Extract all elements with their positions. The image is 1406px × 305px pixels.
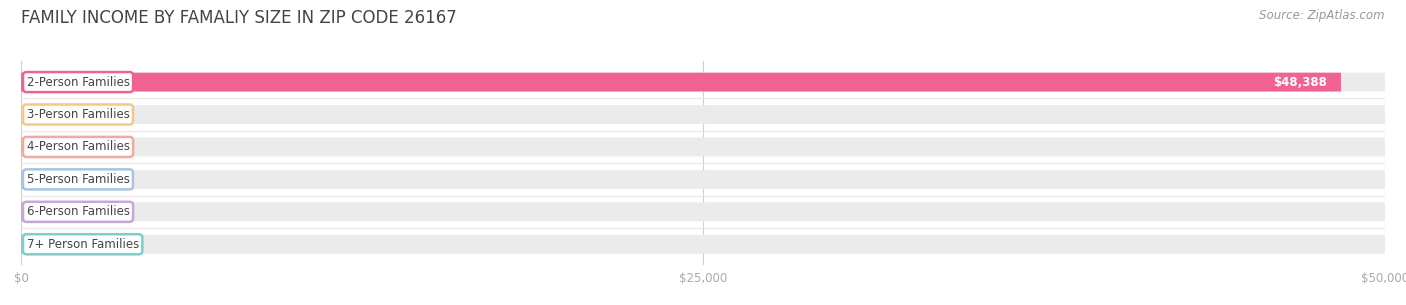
FancyBboxPatch shape [21,138,103,156]
FancyBboxPatch shape [21,105,1385,124]
Text: $0: $0 [117,238,131,251]
Text: $0: $0 [117,205,131,218]
Text: FAMILY INCOME BY FAMALIY SIZE IN ZIP CODE 26167: FAMILY INCOME BY FAMALIY SIZE IN ZIP COD… [21,9,457,27]
FancyBboxPatch shape [21,138,1385,156]
Text: 2-Person Families: 2-Person Families [27,76,129,88]
Text: 6-Person Families: 6-Person Families [27,205,129,218]
Text: 5-Person Families: 5-Person Families [27,173,129,186]
Text: 3-Person Families: 3-Person Families [27,108,129,121]
Text: $0: $0 [117,108,131,121]
Text: $0: $0 [117,141,131,153]
FancyBboxPatch shape [21,73,1385,92]
FancyBboxPatch shape [21,105,103,124]
FancyBboxPatch shape [21,203,1385,221]
FancyBboxPatch shape [21,170,103,189]
Text: 4-Person Families: 4-Person Families [27,141,129,153]
FancyBboxPatch shape [21,235,103,254]
FancyBboxPatch shape [21,235,1385,254]
Text: $0: $0 [117,173,131,186]
FancyBboxPatch shape [21,170,1385,189]
FancyBboxPatch shape [21,203,103,221]
FancyBboxPatch shape [21,73,1341,92]
Text: Source: ZipAtlas.com: Source: ZipAtlas.com [1260,9,1385,22]
Text: 7+ Person Families: 7+ Person Families [27,238,139,251]
Text: $48,388: $48,388 [1274,76,1327,88]
